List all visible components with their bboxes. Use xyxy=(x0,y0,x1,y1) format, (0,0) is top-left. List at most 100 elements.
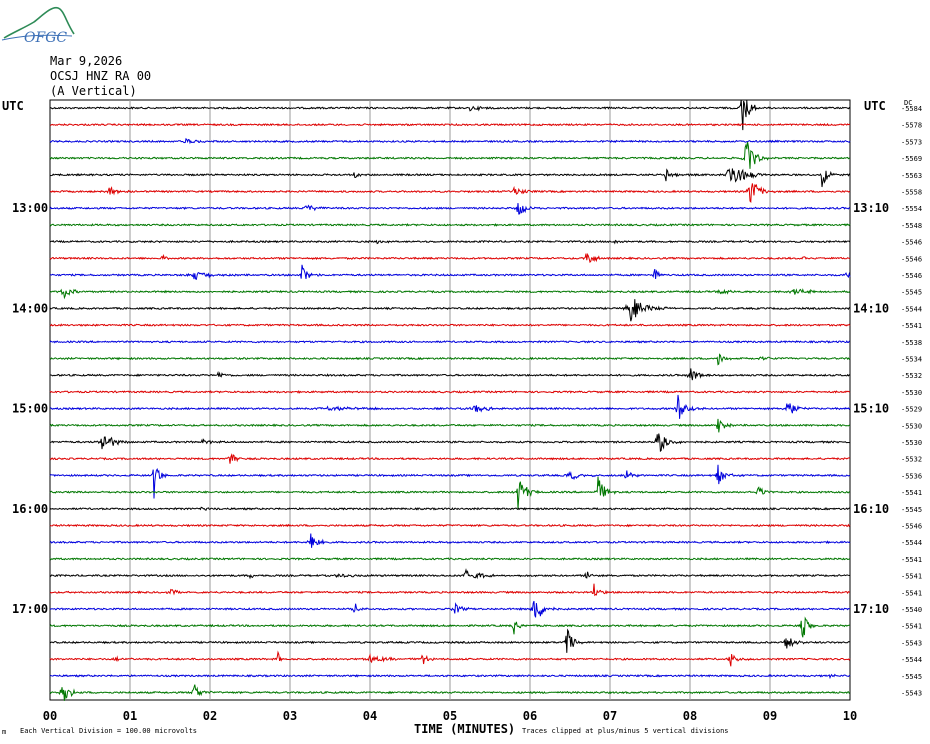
trace-line xyxy=(49,299,851,322)
dc-offset-label: -5530 xyxy=(901,439,922,447)
trace-line xyxy=(49,418,851,433)
utc-left-label: UTC xyxy=(2,99,24,113)
trace-line xyxy=(49,222,851,227)
trace-line xyxy=(49,533,851,548)
trace-line xyxy=(49,476,851,510)
right-hour-label: 13:10 xyxy=(853,201,889,215)
dc-offset-label: -5584 xyxy=(901,105,922,113)
left-hour-label: 13:00 xyxy=(12,201,48,215)
left-hour-label: 16:00 xyxy=(12,502,48,516)
dc-offset-label: -5563 xyxy=(901,172,922,180)
x-tick-label: 02 xyxy=(203,709,217,723)
ofgc-logo: OFGC xyxy=(1,6,75,46)
trace-line xyxy=(49,464,851,499)
trace-line xyxy=(49,183,851,203)
dc-offset-label: -5541 xyxy=(901,489,922,497)
clip-note: Traces clipped at plus/minus 5 vertical … xyxy=(522,727,729,735)
dc-offset-label: -5543 xyxy=(901,690,922,698)
left-hour-label: 17:00 xyxy=(12,602,48,616)
dc-offset-label: -5541 xyxy=(901,623,922,631)
dc-offset-label: -5569 xyxy=(901,155,922,163)
trace-line xyxy=(49,453,851,464)
trace-line xyxy=(49,340,850,344)
trace-line xyxy=(49,568,851,580)
division-note: Each Vertical Division = 100.00 microvol… xyxy=(20,727,197,735)
left-hour-label: 15:00 xyxy=(12,402,48,416)
trace-line xyxy=(49,433,851,453)
x-tick-label: 06 xyxy=(523,709,537,723)
right-hour-label: 16:10 xyxy=(853,502,889,516)
trace-line xyxy=(49,523,851,528)
trace-line xyxy=(49,616,851,638)
trace-line xyxy=(49,99,851,131)
trace-line xyxy=(49,353,851,366)
trace-line xyxy=(49,264,851,281)
right-hour-label: 14:10 xyxy=(853,301,889,315)
dc-offset-label: -5534 xyxy=(901,356,922,364)
trace-line xyxy=(49,650,851,667)
x-tick-label: 09 xyxy=(763,709,777,723)
dc-offset-label: -5543 xyxy=(901,639,922,647)
dc-offset-label: -5546 xyxy=(901,239,922,247)
x-tick-label: 01 xyxy=(123,709,137,723)
dc-offset-label: -5532 xyxy=(901,456,922,464)
dc-offset-label: -5532 xyxy=(901,372,922,380)
dc-offset-label: -5544 xyxy=(901,305,922,313)
x-axis-title: TIME (MINUTES) xyxy=(414,722,515,736)
x-tick-label: 04 xyxy=(363,709,377,723)
trace-line xyxy=(49,239,851,245)
grid-lines xyxy=(129,100,771,700)
trace-line xyxy=(49,557,851,561)
trace-line xyxy=(49,288,851,300)
dc-offset-label: -5554 xyxy=(901,205,922,213)
x-tick-label: 10 xyxy=(843,709,857,723)
right-hour-label: 15:10 xyxy=(853,402,889,416)
x-tick-label: 07 xyxy=(603,709,617,723)
trace-lines xyxy=(49,99,851,701)
trace-line xyxy=(49,168,851,188)
dc-offset-label: -5529 xyxy=(901,406,922,414)
dc-offset-label: -5544 xyxy=(901,656,922,664)
dc-offset-label: -5544 xyxy=(901,539,922,547)
dc-offset-label: -5545 xyxy=(901,673,922,681)
x-tick-label: 08 xyxy=(683,709,697,723)
dc-offset-label: -5578 xyxy=(901,122,922,130)
trace-line xyxy=(49,137,851,145)
dc-offset-label: -5541 xyxy=(901,573,922,581)
station-label: OCSJ HNZ RA 00 xyxy=(50,69,151,83)
logo-text: OFGC xyxy=(24,30,67,46)
trace-line xyxy=(49,252,851,264)
dc-offset-label: -5536 xyxy=(901,472,922,480)
left-hour-label: 14:00 xyxy=(12,301,48,315)
trace-line xyxy=(49,583,851,597)
trace-line xyxy=(49,673,851,680)
trace-line xyxy=(49,628,851,653)
trace-line xyxy=(49,142,851,169)
dc-offset-label: -5573 xyxy=(901,138,922,146)
dc-offset-label: -5530 xyxy=(901,422,922,430)
trace-line xyxy=(49,323,851,327)
trace-line xyxy=(49,389,851,394)
dc-offset-label: -5548 xyxy=(901,222,922,230)
dc-offset-label: -5540 xyxy=(901,606,922,614)
dc-offset-label: -5541 xyxy=(901,589,922,597)
trace-line xyxy=(49,203,851,215)
date-label: Mar 9,2026 xyxy=(50,54,122,68)
dc-offset-label: -5558 xyxy=(901,189,922,197)
utc-right-label: UTC xyxy=(864,99,886,113)
trace-line xyxy=(49,122,851,127)
axis-labels: 00 01 02 03 04 05 06 07 08 09 10 13:00 14:00 15:00 16:… xyxy=(12,105,922,723)
trace-line xyxy=(49,368,851,381)
dc-offset-label: -5545 xyxy=(901,289,922,297)
logo-underline-icon xyxy=(1,34,73,41)
dc-offset-label: -5538 xyxy=(901,339,922,347)
logo-swoosh-icon xyxy=(3,6,75,39)
dc-offset-label: -5541 xyxy=(901,556,922,564)
trace-line xyxy=(49,394,851,419)
x-tick-label: 05 xyxy=(443,709,457,723)
dc-offset-label: -5546 xyxy=(901,272,922,280)
dc-offset-label: -5546 xyxy=(901,523,922,531)
dc-offset-label: -5530 xyxy=(901,389,922,397)
trace-line xyxy=(49,684,851,701)
